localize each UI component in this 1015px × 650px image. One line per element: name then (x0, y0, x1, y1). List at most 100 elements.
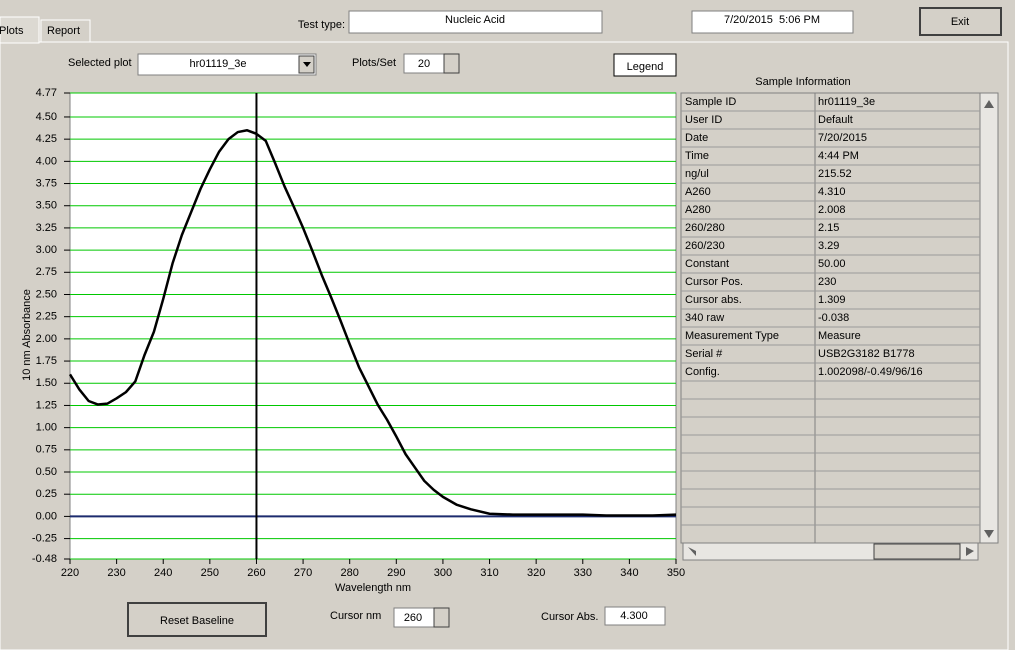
y-tick-label: 2.50 (36, 288, 57, 300)
cell-label: 340 raw (685, 312, 724, 324)
table (680, 92, 981, 544)
x-tick-label: 260 (247, 567, 265, 579)
cell-value: 7/20/2015 (818, 132, 867, 144)
y-tick-label: 1.25 (36, 399, 57, 411)
tab-report[interactable] (40, 19, 91, 43)
cell-label: User ID (685, 114, 722, 126)
x-tick-label: 300 (434, 567, 452, 579)
scroll-thumb[interactable] (873, 543, 961, 560)
y-tick-label: 4.25 (36, 133, 57, 145)
y-tick-label: 3.25 (36, 222, 57, 234)
cell-label: Sample ID (685, 96, 736, 108)
x-tick-label: 290 (387, 567, 405, 579)
cell-value: -0.038 (818, 312, 849, 324)
y-tick-label: 0.50 (36, 466, 57, 478)
cell-value: 50.00 (818, 258, 846, 270)
label: Cursor Abs. (541, 611, 598, 623)
reset-button[interactable] (127, 602, 267, 637)
cell-value: hr01119_3e (818, 96, 875, 108)
cursor-nm[interactable]: 260 (404, 612, 422, 624)
exit-button[interactable] (919, 7, 1002, 36)
button-label[interactable]: Reset Baseline (160, 615, 234, 627)
selected-plot[interactable]: hr01119_3e (189, 58, 246, 70)
tab-plots[interactable] (0, 16, 40, 44)
cell-label: Cursor abs. (685, 294, 742, 306)
arrow-icon (303, 62, 311, 67)
x-tick-label: 340 (620, 567, 638, 579)
x-tick-label: 250 (201, 567, 219, 579)
x-axis-label: Wavelength nm (335, 582, 411, 594)
cell-label: Date (685, 132, 708, 144)
cell-label: ng/ul (685, 168, 709, 180)
x-tick-label: 220 (61, 567, 79, 579)
table-title: Sample Information (755, 76, 850, 88)
cell-label: Cursor Pos. (685, 276, 743, 288)
cell-value: 1.002098/-0.49/96/16 (818, 366, 923, 378)
cell-value: 4.310 (818, 186, 846, 198)
test-type: Nucleic Acid (445, 14, 505, 26)
x-tick-label: 230 (107, 567, 125, 579)
y-tick-label: 1.75 (36, 355, 57, 367)
x-tick-label: 350 (667, 567, 685, 579)
x-tick-label: 270 (294, 567, 312, 579)
cell-label: A260 (685, 186, 711, 198)
x-tick-label: 310 (480, 567, 498, 579)
y-tick-label: 1.50 (36, 377, 57, 389)
spinner[interactable] (433, 607, 450, 628)
x-tick-label: 280 (341, 567, 359, 579)
y-tick-label: 3.00 (36, 244, 57, 256)
x-tick-label: 240 (154, 567, 172, 579)
y-tick-label: 2.00 (36, 333, 57, 345)
plots-per-set[interactable]: 20 (418, 58, 430, 70)
y-tick-label: 3.75 (36, 177, 57, 189)
cell-label: Constant (685, 258, 729, 270)
spinner[interactable] (443, 53, 460, 74)
button-label[interactable]: Exit (951, 16, 969, 28)
y-tick-label: 0.25 (36, 488, 57, 500)
tab-label[interactable]: Plots (0, 25, 24, 37)
cell-label: Serial # (685, 348, 723, 360)
cursor-abs-field (604, 606, 666, 626)
datetime: 7/20/2015 5:06 PM (724, 14, 820, 26)
button-label[interactable]: Legend (627, 61, 664, 73)
cell-label: 260/280 (685, 222, 725, 234)
label: Selected plot (68, 57, 132, 69)
cell-label: Measurement Type (685, 330, 779, 342)
y-tick-label: 4.00 (36, 155, 57, 167)
y-tick-label: 2.75 (36, 266, 57, 278)
cell-value: 215.52 (818, 168, 852, 180)
y-tick-label: 0.00 (36, 510, 57, 522)
datetime-field (691, 10, 854, 34)
cell-value: Default (818, 114, 853, 126)
cell-label: Time (685, 150, 709, 162)
x-tick-label: 320 (527, 567, 545, 579)
y-tick-label: -0.25 (32, 532, 57, 544)
label: Plots/Set (352, 57, 396, 69)
label: Test type: (298, 19, 345, 31)
cursor-abs: 4.300 (620, 610, 648, 622)
cell-value: USB2G3182 B1778 (818, 348, 915, 360)
cell-value: Measure (818, 330, 861, 342)
legend-button[interactable] (613, 53, 677, 77)
y-tick-label: 3.50 (36, 200, 57, 212)
y-tick-label: 0.75 (36, 444, 57, 456)
v-scrollbar[interactable] (979, 92, 999, 544)
y-axis-label: 10 nm Absorbance (21, 289, 33, 381)
cell-value: 2.15 (818, 222, 839, 234)
cell-value: 4:44 PM (818, 150, 859, 162)
cell-value: 230 (818, 276, 836, 288)
cell-value: 1.309 (818, 294, 846, 306)
tab-label[interactable]: Report (47, 25, 80, 37)
test-type-field (348, 10, 603, 34)
y-tick-label: 2.25 (36, 311, 57, 323)
plot-area (69, 92, 677, 560)
cell-label: A280 (685, 204, 711, 216)
y-tick-label: 4.77 (36, 87, 57, 99)
plot-dropdown[interactable] (137, 53, 317, 76)
y-tick-label: 4.50 (36, 111, 57, 123)
cell-value: 3.29 (818, 240, 839, 252)
absorbance-line (68, 129, 677, 517)
cell-value: 2.008 (818, 204, 846, 216)
